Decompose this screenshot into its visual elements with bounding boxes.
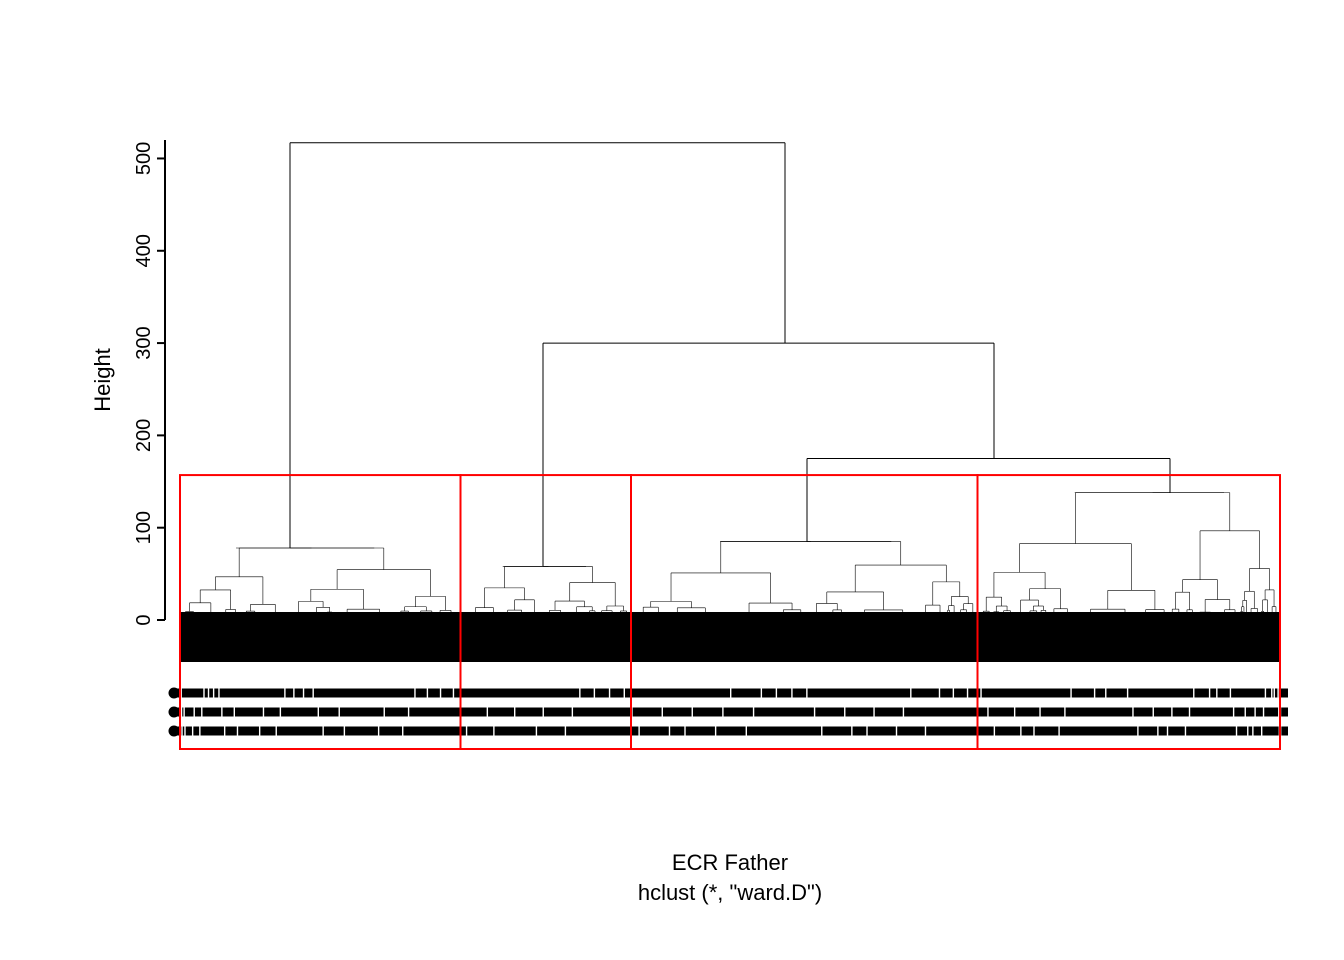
y-axis-label: Height <box>90 348 115 412</box>
leaf-label-row <box>169 688 1289 699</box>
leaf-stems-band <box>180 612 1280 662</box>
y-tick-label: 300 <box>133 326 155 359</box>
dendrogram-plot: 0 100 200 300 400 500 Height ECR Father hclust (… <box>0 0 1344 960</box>
y-tick-label: 500 <box>133 142 155 175</box>
x-axis-label-1: ECR Father <box>672 850 788 875</box>
y-tick-label: 400 <box>133 234 155 267</box>
leaf-label-row <box>169 707 1289 718</box>
y-tick-label: 200 <box>133 419 155 452</box>
y-tick-label: 100 <box>133 511 155 544</box>
leaf-label-row <box>169 726 1289 737</box>
y-tick-label: 0 <box>133 614 155 625</box>
x-axis-label-2: hclust (*, "ward.D") <box>638 880 822 905</box>
